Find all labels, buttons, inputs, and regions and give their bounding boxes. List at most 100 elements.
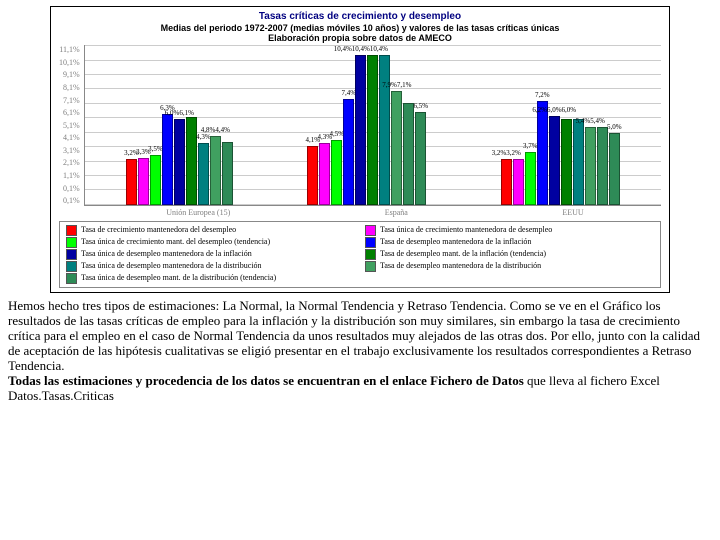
y-tick: 3,1% <box>63 146 80 155</box>
bar: 6,0%6,1% <box>174 119 185 205</box>
legend-label: Tasa única de crecimiento mant. del dese… <box>81 238 270 247</box>
bar <box>379 55 390 205</box>
legend-item: Tasa única de desempleo mantenedora de l… <box>66 261 355 272</box>
bar: 3,2% <box>126 159 137 205</box>
bar-group: 3,2%3,2%3,7%7,2%6,2%6,0%6,0%5,4%5,4%5,0% <box>501 101 620 205</box>
legend-swatch <box>365 225 376 236</box>
bar-label: 7,2% <box>535 91 550 99</box>
legend-item: Tasa de desempleo mant. de la inflación … <box>365 249 654 260</box>
y-tick: 6,1% <box>63 108 80 117</box>
y-axis: 11,1% 10,1% 9,1% 8,1% 7,1% 6,1% 5,1% 4,1% 3,1% 2,… <box>59 45 84 205</box>
bar <box>403 103 414 205</box>
legend-label: Tasa de desempleo mant. de la inflación … <box>380 250 546 259</box>
bar: 6,3% <box>162 114 173 205</box>
y-tick: 10,1% <box>59 58 80 67</box>
bar <box>222 142 233 205</box>
legend-item: Tasa de desempleo mantenedora de la dist… <box>365 261 654 272</box>
legend-item: Tasa única de desempleo mantenedora de l… <box>66 249 355 260</box>
x-tick: España <box>385 208 408 217</box>
bar: 3,5% <box>150 155 161 205</box>
caption: Hemos hecho tres tipos de estimaciones: … <box>0 293 720 404</box>
x-axis: Unión Europea (15) España EEUU <box>59 208 661 217</box>
legend-label: Tasa única de desempleo mantenedora de l… <box>81 262 261 271</box>
chart-container: Tasas críticas de crecimiento y desemple… <box>50 6 670 293</box>
bar-label: 6,5% <box>414 102 429 110</box>
y-tick: 2,1% <box>63 158 80 167</box>
y-tick: 11,1% <box>59 45 79 54</box>
bar-label: 3,7% <box>523 142 538 150</box>
legend-swatch <box>66 249 77 260</box>
bar-label: 4,3% <box>196 133 211 141</box>
y-tick: 0,1% <box>63 184 80 193</box>
bar-label: 4,8%4,4% <box>201 126 230 134</box>
bar: 3,2%3,2% <box>501 159 512 205</box>
y-tick: 7,1% <box>63 96 80 105</box>
bar: 10,4%10,4%10,4% <box>355 55 366 205</box>
bar-label: 6,0%6,1% <box>165 109 194 117</box>
legend-swatch <box>66 225 77 236</box>
bar: 3,3% <box>138 158 149 206</box>
bar: 4,3% <box>319 143 330 205</box>
caption-p2a: Todas las estimaciones y procedencia de … <box>8 373 527 388</box>
y-tick: 8,1% <box>63 83 80 92</box>
legend-swatch <box>365 261 376 272</box>
legend-label: Tasa de desempleo mantenedora de la infl… <box>380 238 531 247</box>
bar: 4,1% <box>307 146 318 205</box>
bar: 7,4% <box>343 99 354 206</box>
chart-source: Elaboración propia sobre datos de AMECO <box>59 33 661 43</box>
plot-area: 3,2%3,3%3,5%6,3%6,0%6,1%4,3%4,8%4,4%4,1%… <box>84 45 661 206</box>
y-tick: 5,1% <box>63 121 80 130</box>
y-tick: 0,1% <box>63 196 80 205</box>
x-tick: Unión Europea (15) <box>166 208 230 217</box>
legend-label: Tasa única de desempleo mantenedora de l… <box>81 250 252 259</box>
bar-label: 5,0% <box>607 123 622 131</box>
bar: 7,9%7,1% <box>391 91 402 205</box>
legend-label: Tasa única de crecimiento mantenedora de… <box>380 226 552 235</box>
chart-title: Tasas críticas de crecimiento y desemple… <box>59 11 661 23</box>
legend-swatch <box>66 261 77 272</box>
bar <box>367 55 378 205</box>
bar <box>597 127 608 205</box>
bar: 4,8%4,4% <box>210 136 221 205</box>
bar <box>513 159 524 205</box>
legend-item: Tasa de desempleo mantenedora de la infl… <box>365 237 654 248</box>
bar: 5,0% <box>609 133 620 205</box>
bar-group: 3,2%3,3%3,5%6,3%6,0%6,1%4,3%4,8%4,4% <box>126 114 233 205</box>
legend-swatch <box>66 273 77 284</box>
legend-item: Tasa única de crecimiento mantenedora de… <box>365 225 654 236</box>
bar: 7,2% <box>537 101 548 205</box>
bar-label: 7,9%7,1% <box>382 81 411 89</box>
legend-swatch <box>66 237 77 248</box>
bar-label: 4,5% <box>330 130 345 138</box>
bar: 4,3% <box>198 143 209 205</box>
bar-label: 6,2%6,0%6,0% <box>532 106 576 114</box>
bar <box>186 117 197 205</box>
bar-label: 10,4%10,4%10,4% <box>334 45 388 53</box>
bar <box>573 119 584 205</box>
bar-group: 4,1%4,3%4,5%7,4%10,4%10,4%10,4%7,9%7,1%6… <box>307 55 426 205</box>
y-tick: 4,1% <box>63 133 80 142</box>
caption-p1: Hemos hecho tres tipos de estimaciones: … <box>8 298 700 373</box>
bar: 5,4%5,4% <box>585 127 596 205</box>
x-tick: EEUU <box>562 208 583 217</box>
bar: 4,5% <box>331 140 342 205</box>
legend-swatch <box>365 249 376 260</box>
bar-label: 5,4%5,4% <box>576 117 605 125</box>
chart-subtitle: Medias del periodo 1972-2007 (medias móv… <box>59 23 661 33</box>
bar: 6,2%6,0%6,0% <box>549 116 560 205</box>
bar-label: 3,5% <box>148 145 163 153</box>
bar: 3,7% <box>525 152 536 205</box>
legend-swatch <box>365 237 376 248</box>
legend-item: Tasa de crecimiento mantenedora del dese… <box>66 225 355 236</box>
legend-label: Tasa de desempleo mantenedora de la dist… <box>380 262 541 271</box>
y-tick: 1,1% <box>63 171 80 180</box>
legend-item: Tasa única de crecimiento mant. del dese… <box>66 237 355 248</box>
bar <box>561 119 572 205</box>
legend-label: Tasa única de desempleo mant. de la dist… <box>81 274 276 283</box>
bar-label: 7,4% <box>342 89 357 97</box>
bar: 6,5% <box>415 112 426 206</box>
legend: Tasa de crecimiento mantenedora del dese… <box>59 221 661 288</box>
legend-label: Tasa de crecimiento mantenedora del dese… <box>81 226 236 235</box>
y-tick: 9,1% <box>63 70 80 79</box>
bar-label: 3,2%3,2% <box>492 149 521 157</box>
